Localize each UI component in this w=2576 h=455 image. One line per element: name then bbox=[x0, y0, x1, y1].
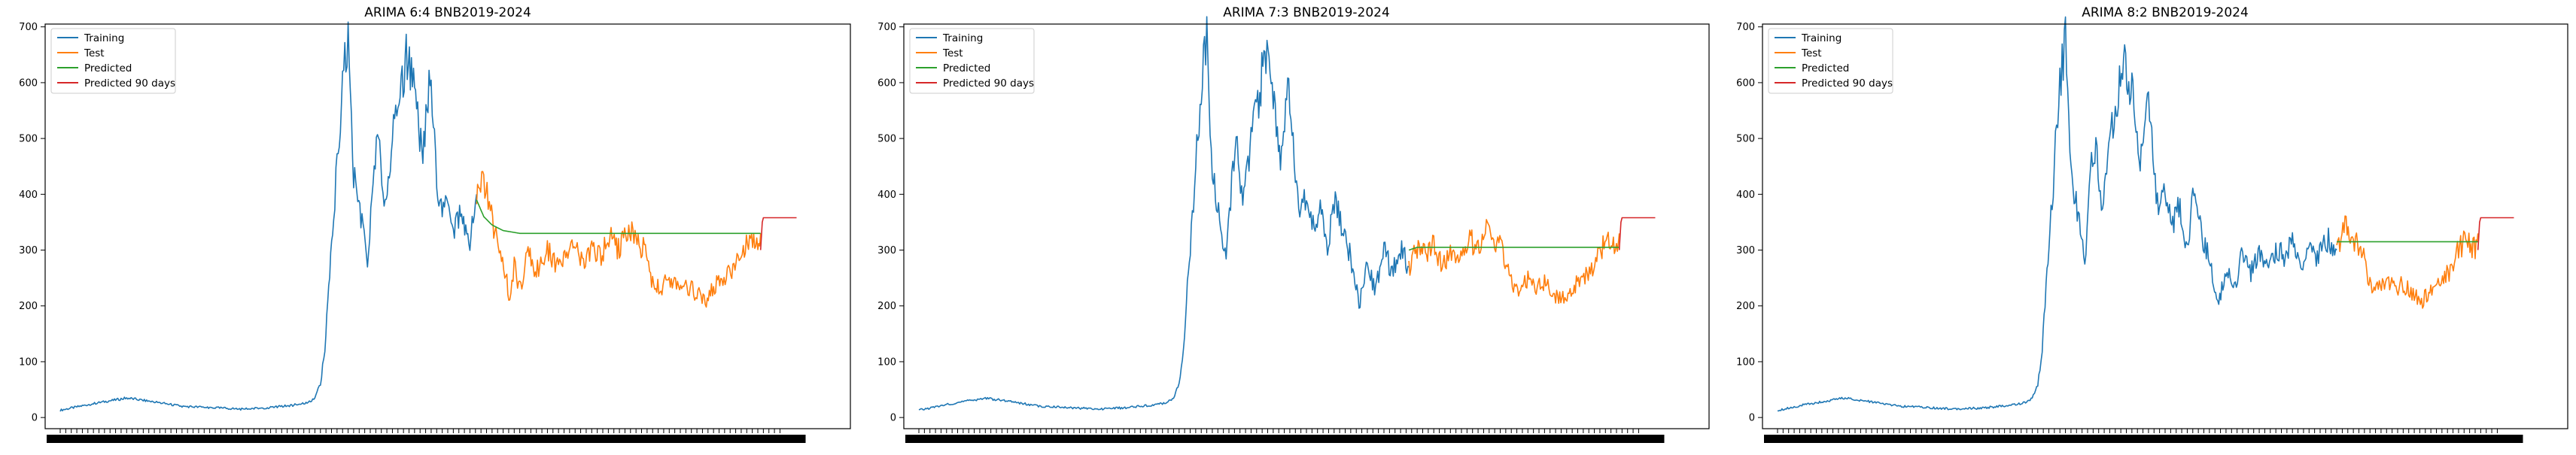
y-tick-label: 100 bbox=[877, 356, 896, 368]
series-line-predicted-90 bbox=[759, 217, 797, 250]
series-line-predicted-90 bbox=[1618, 217, 1656, 250]
series-line-training bbox=[1778, 16, 2337, 412]
y-tick-label: 400 bbox=[877, 190, 896, 201]
chart-svg-1: ARIMA 6:4 BNB2019-2024 0 100 200 300 400 500 60… bbox=[19, 5, 851, 443]
chart-panel-2: ARIMA 7:3 BNB2019-2024 0 100 200 300 400 500 60… bbox=[859, 0, 1717, 455]
legend-label: Predicted 90 days bbox=[1802, 77, 1893, 89]
legend-box bbox=[1768, 28, 1893, 94]
legend-label: Predicted bbox=[84, 62, 132, 74]
chart-svg-2: ARIMA 7:3 BNB2019-2024 0 100 200 300 400 500 60… bbox=[877, 5, 1710, 443]
y-tick-label: 600 bbox=[1736, 77, 1755, 89]
series-line-predicted bbox=[1408, 246, 1620, 251]
y-tick-label: 0 bbox=[1749, 413, 1755, 424]
series-line-predicted bbox=[476, 199, 761, 235]
y-tick-label: 500 bbox=[1736, 134, 1755, 145]
legend-label: Test bbox=[1801, 47, 1822, 59]
y-tick-label: 300 bbox=[19, 245, 38, 256]
legend-box bbox=[909, 28, 1035, 94]
legend-label: Predicted 90 days bbox=[943, 77, 1034, 89]
chart-panel-1: ARIMA 6:4 BNB2019-2024 0 100 200 300 400 500 60… bbox=[0, 0, 859, 455]
y-tick-label: 100 bbox=[19, 356, 38, 368]
legend-label: Predicted bbox=[1802, 62, 1849, 74]
y-tick-label: 300 bbox=[1736, 245, 1755, 256]
y-tick-label: 500 bbox=[877, 134, 896, 145]
y-tick-label: 200 bbox=[1736, 301, 1755, 312]
x-tick-labels-band bbox=[1764, 435, 2523, 443]
legend: Training Test Predicted Predicted 90 days bbox=[50, 28, 176, 94]
legend-label: Predicted 90 days bbox=[84, 77, 175, 89]
plot-frame bbox=[903, 23, 1710, 429]
legend-label: Test bbox=[942, 47, 963, 59]
y-tick-label: 700 bbox=[877, 22, 896, 33]
y-tick-label: 500 bbox=[19, 134, 38, 145]
chart-svg-3: ARIMA 8:2 BNB2019-2024 0 100 200 300 400 500 60… bbox=[1736, 5, 2568, 443]
series-line-training bbox=[59, 21, 478, 412]
series-line-test bbox=[1408, 219, 1620, 305]
chart-panel-3: ARIMA 8:2 BNB2019-2024 0 100 200 300 400 500 60… bbox=[1717, 0, 2576, 455]
y-tick-label: 600 bbox=[877, 77, 896, 89]
plot-frame bbox=[44, 23, 851, 429]
legend: Training Test Predicted Predicted 90 days bbox=[1768, 28, 1893, 94]
y-tick-label: 100 bbox=[1736, 356, 1755, 368]
y-tick-label: 700 bbox=[19, 22, 38, 33]
y-tick-label: 400 bbox=[19, 190, 38, 201]
chart-title: ARIMA 8:2 BNB2019-2024 bbox=[2082, 5, 2249, 20]
y-tick-label: 600 bbox=[19, 77, 38, 89]
plot-frame bbox=[1762, 23, 2568, 429]
legend-label: Training bbox=[1801, 32, 1842, 44]
y-tick-label: 200 bbox=[877, 301, 896, 312]
series-line-test bbox=[2336, 215, 2479, 309]
legend-label: Training bbox=[942, 32, 983, 44]
series-line-training bbox=[918, 16, 1410, 411]
legend: Training Test Predicted Predicted 90 days bbox=[909, 28, 1035, 94]
y-tick-label: 400 bbox=[1736, 190, 1755, 201]
legend-label: Test bbox=[84, 47, 105, 59]
series-line-predicted-90 bbox=[2477, 217, 2514, 250]
y-tick-label: 700 bbox=[1736, 22, 1755, 33]
y-tick-label: 0 bbox=[890, 413, 896, 424]
series-line-test bbox=[476, 171, 762, 308]
chart-title: ARIMA 7:3 BNB2019-2024 bbox=[1223, 5, 1390, 20]
y-tick-label: 200 bbox=[19, 301, 38, 312]
y-tick-label: 300 bbox=[877, 245, 896, 256]
legend-label: Predicted bbox=[943, 62, 990, 74]
y-tick-label: 0 bbox=[32, 413, 38, 424]
chart-title: ARIMA 6:4 BNB2019-2024 bbox=[364, 5, 531, 20]
legend-box bbox=[50, 28, 176, 94]
legend-label: Training bbox=[84, 32, 124, 44]
x-tick-labels-band bbox=[905, 435, 1665, 443]
x-tick-labels-band bbox=[47, 435, 806, 443]
